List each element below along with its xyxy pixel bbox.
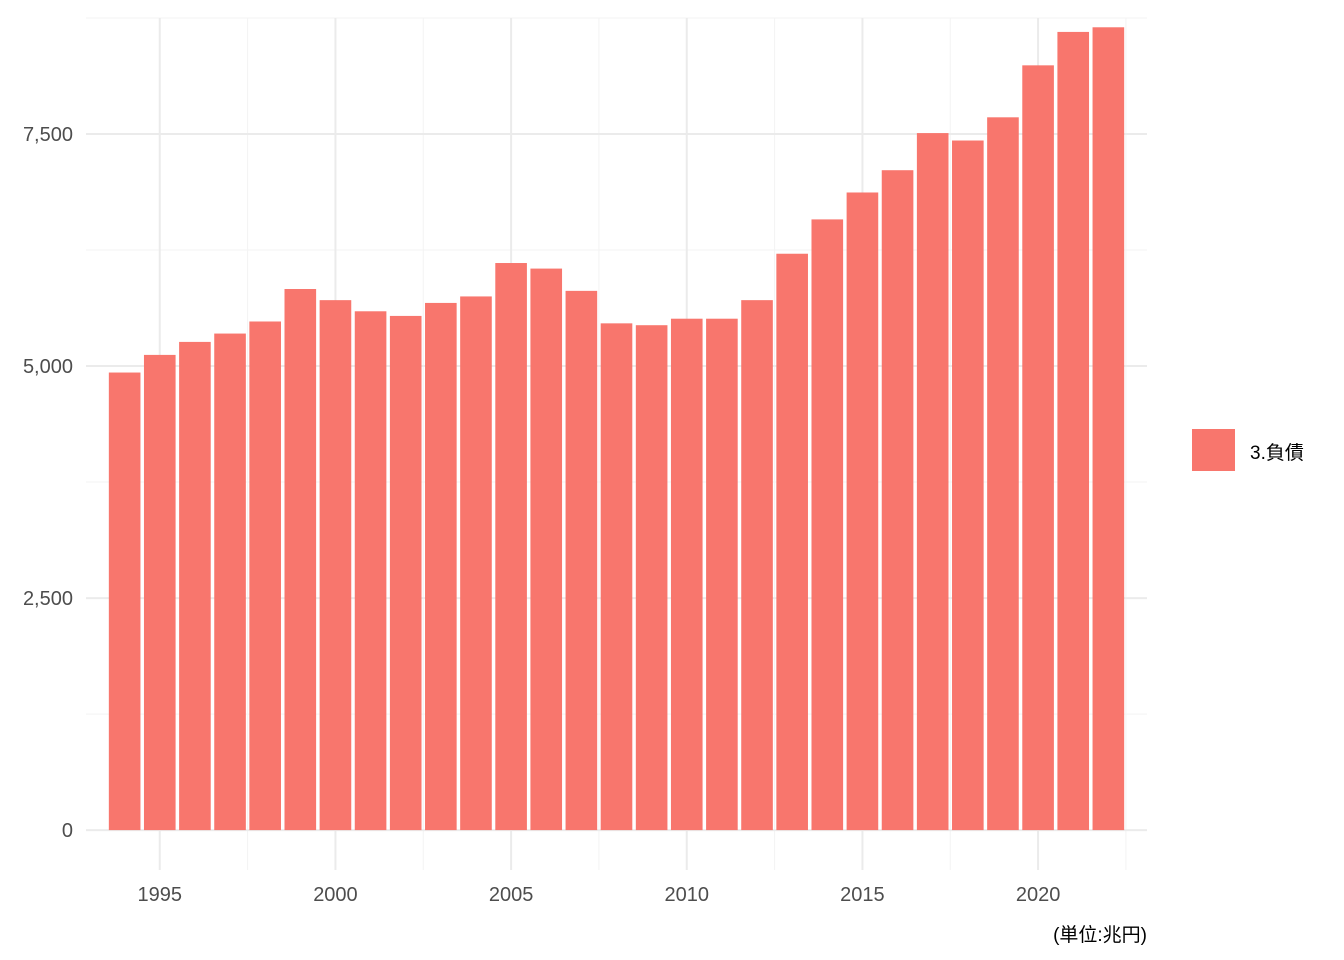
x-tick-label: 2015 <box>840 884 885 906</box>
bar-1995 <box>143 354 176 831</box>
x-tick-label: 2005 <box>489 884 534 906</box>
bar-1998 <box>249 321 281 831</box>
x-tick-label: 1995 <box>138 884 183 906</box>
bar-2009 <box>635 325 668 831</box>
bar-2018 <box>952 140 984 831</box>
x-axis-ticks: 1995 2000 2005 2010 2015 2020 <box>138 884 1061 906</box>
x-tick-label: 2020 <box>1016 884 1061 906</box>
bar-2015 <box>846 192 879 831</box>
bar-2010 <box>670 318 703 831</box>
bar-1999 <box>284 289 317 831</box>
bar-2020 <box>1022 65 1054 831</box>
bar-2002 <box>389 315 422 831</box>
y-tick-label: 5,000 <box>23 356 73 378</box>
bar-1994 <box>108 372 141 831</box>
bar-2011 <box>706 318 738 831</box>
y-tick-label: 7,500 <box>23 124 73 146</box>
bar-2021 <box>1057 31 1090 831</box>
bar-2016 <box>881 170 914 831</box>
bar-2014 <box>811 219 844 831</box>
bar-2000 <box>319 300 352 831</box>
bar-2022 <box>1092 27 1125 831</box>
bars <box>108 27 1125 831</box>
bar-2006 <box>530 268 563 831</box>
bar-2019 <box>987 117 1019 831</box>
bar-2004 <box>460 296 492 831</box>
bar-2001 <box>354 311 387 831</box>
x-tick-label: 2010 <box>665 884 710 906</box>
legend-key <box>1192 429 1235 471</box>
y-axis-ticks: 0 2,500 5,000 7,500 <box>23 124 73 842</box>
bar-2005 <box>495 263 527 831</box>
bar-2003 <box>425 302 457 831</box>
y-tick-label: 2,500 <box>23 588 73 610</box>
bar-2008 <box>600 323 633 831</box>
bar-2013 <box>776 253 808 831</box>
bar-1997 <box>214 333 246 831</box>
bar-2017 <box>916 133 949 831</box>
bar-1996 <box>179 341 211 831</box>
y-tick-label: 0 <box>62 820 73 842</box>
x-tick-label: 2000 <box>313 884 358 906</box>
bar-2012 <box>741 300 773 831</box>
bar-2007 <box>565 290 598 831</box>
legend: 3.負債 <box>1192 429 1304 471</box>
unit-caption: (単位:兆円) <box>1053 924 1147 946</box>
legend-label: 3.負債 <box>1250 442 1304 464</box>
